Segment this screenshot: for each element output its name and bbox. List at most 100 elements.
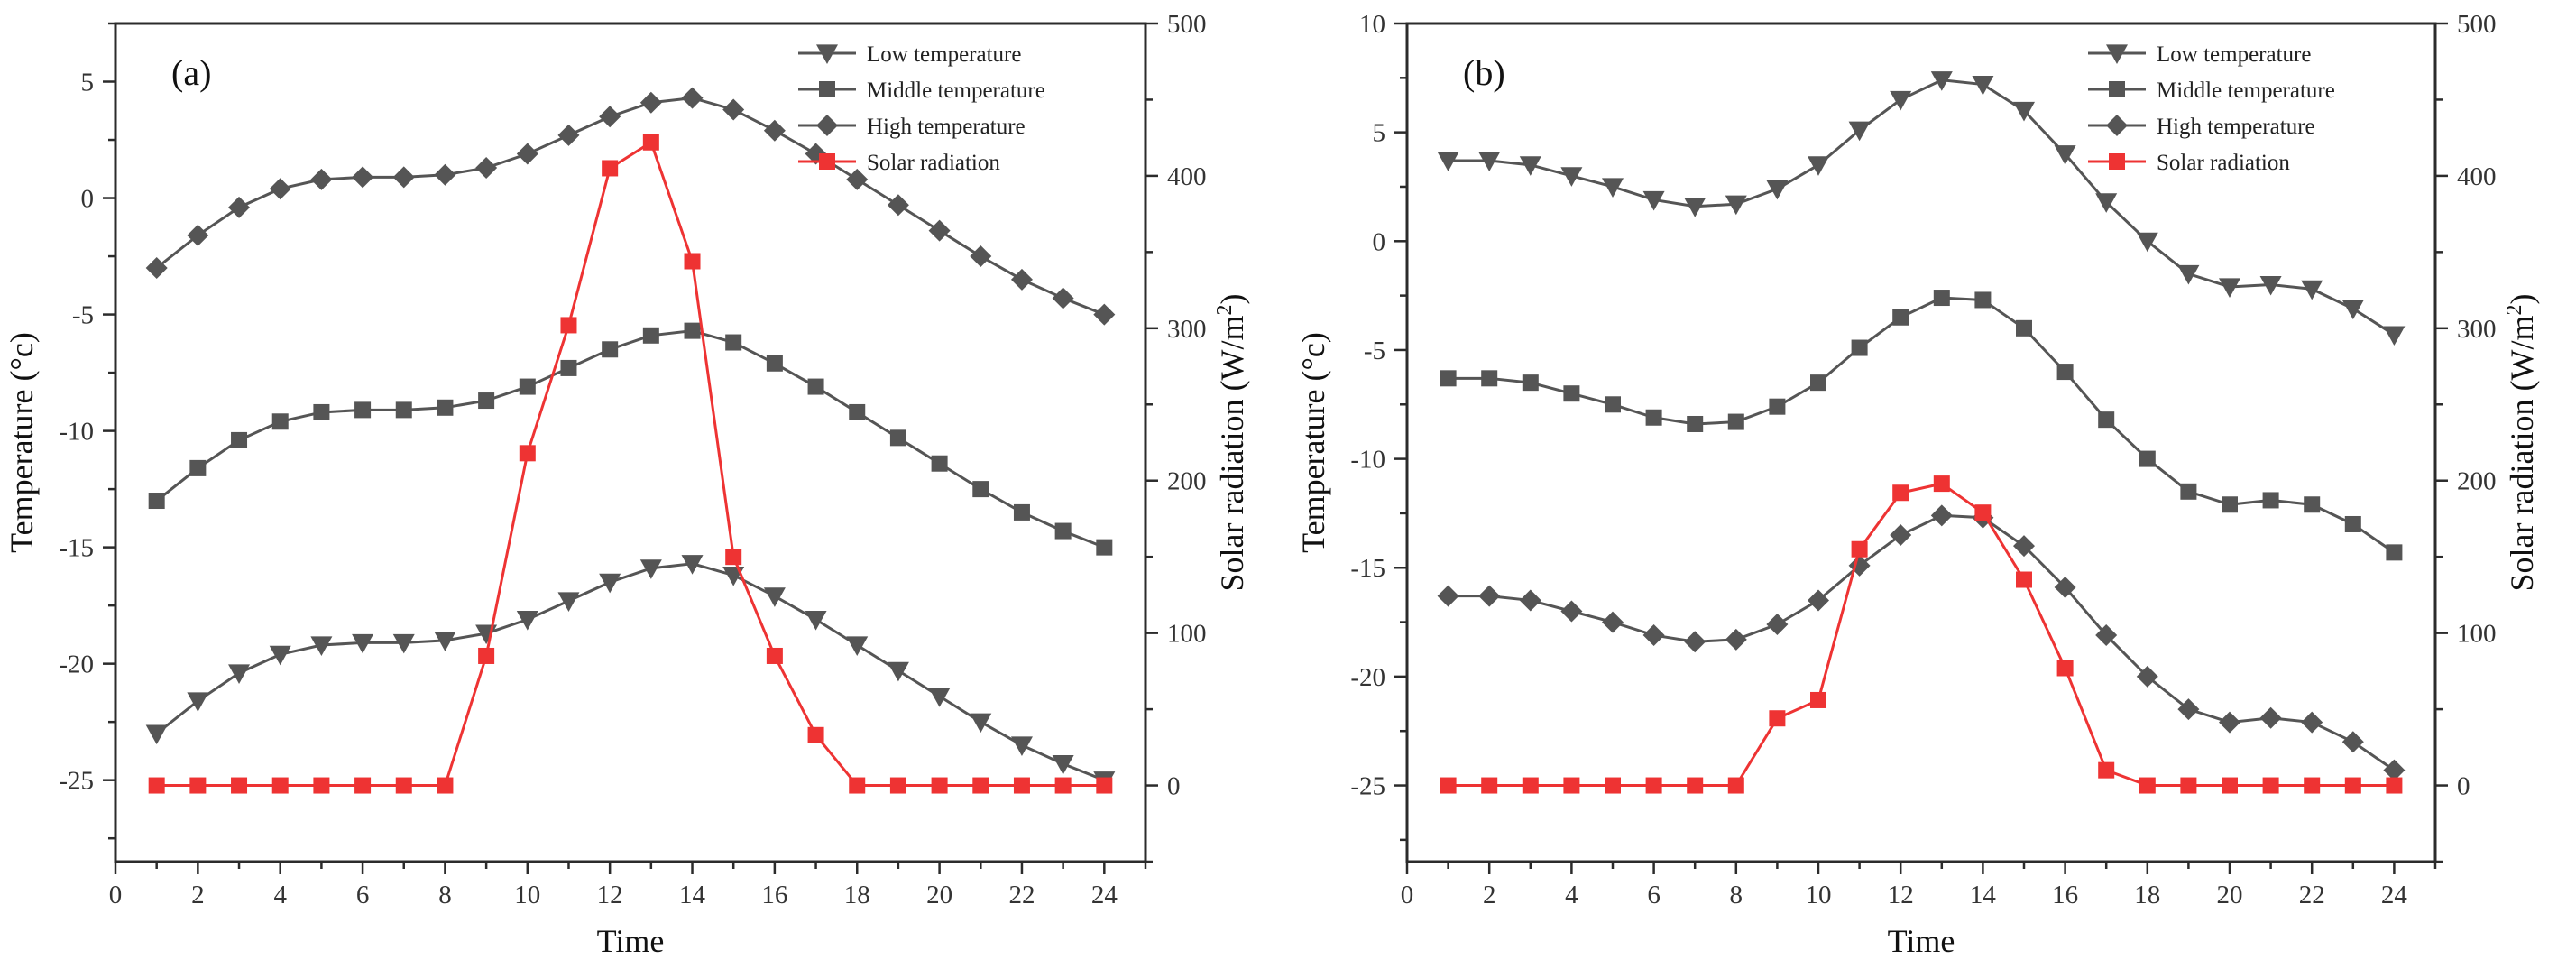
- y-right-tick-label: 200: [1167, 467, 1207, 496]
- legend-label: Low temperature: [2157, 42, 2311, 67]
- data-point: [2259, 706, 2282, 729]
- series-middle-temperature: [148, 322, 1113, 556]
- data-point: [1725, 628, 1747, 651]
- data-point: [1052, 287, 1074, 309]
- legend-entry: Low temperature: [798, 42, 1021, 67]
- panel-b: 0 2 4 6 8 10 12 14 16 18 20 22 24-25-20-15-10-505100…: [1295, 10, 2540, 959]
- data-point: [313, 403, 330, 420]
- data-point: [231, 777, 248, 794]
- data-point: [1478, 585, 1501, 607]
- data-point: [1892, 484, 1909, 502]
- data-point: [1687, 415, 1704, 432]
- data-point: [313, 777, 330, 794]
- y-right-axis-title: Solar radiation (W/m2): [1213, 294, 1250, 592]
- data-point: [434, 632, 456, 651]
- data-point: [145, 724, 168, 745]
- data-point: [1522, 374, 1539, 392]
- data-point: [2386, 777, 2403, 794]
- data-point: [1519, 156, 1541, 176]
- data-point: [766, 647, 783, 664]
- data-point: [392, 633, 415, 654]
- plot-frame: [1405, 22, 2437, 863]
- data-point: [2098, 761, 2115, 779]
- data-point: [1093, 303, 1116, 326]
- legend-entry: Low temperature: [2088, 42, 2311, 67]
- data-point: [1013, 777, 1030, 794]
- data-point: [1933, 475, 1950, 493]
- data-point: [1892, 309, 1909, 326]
- data-point: [269, 178, 291, 200]
- data-point: [1727, 777, 1744, 794]
- x-tick-label: 6: [356, 881, 370, 909]
- series-solar-radiation: [148, 134, 1113, 794]
- data-point: [478, 647, 495, 664]
- data-point: [148, 493, 165, 510]
- x-tick-label: 0: [1401, 881, 1414, 909]
- y-left-tick-label: -5: [72, 301, 94, 330]
- legend-label: Solar radiation: [867, 151, 1000, 175]
- data-point: [189, 459, 207, 476]
- data-point: [1848, 121, 1871, 142]
- data-point: [1890, 524, 1912, 547]
- data-point: [2222, 496, 2238, 513]
- data-point: [310, 636, 333, 657]
- x-tick-label: 6: [1647, 881, 1661, 909]
- data-point: [2139, 450, 2156, 467]
- x-tick-label: 22: [2299, 881, 2325, 909]
- data-point: [271, 777, 289, 794]
- legend-marker: [2106, 44, 2128, 64]
- data-point: [763, 119, 786, 142]
- data-point: [1560, 600, 1583, 623]
- data-point: [1096, 777, 1113, 794]
- series-line: [156, 140, 1105, 788]
- x-tick-label: 8: [438, 881, 452, 909]
- data-point: [681, 87, 704, 109]
- data-point: [1440, 777, 1457, 794]
- y-right-title-main: Solar radiation (W/m: [1214, 316, 1250, 592]
- legend-label: Middle temperature: [2157, 78, 2335, 103]
- series-low-temperature: [145, 555, 1116, 791]
- data-point: [475, 156, 498, 179]
- data-point: [763, 587, 786, 607]
- data-point: [2177, 264, 2200, 285]
- data-point: [478, 392, 495, 410]
- data-point: [2054, 576, 2076, 598]
- data-point: [807, 378, 824, 395]
- data-point: [310, 168, 333, 190]
- data-point: [1727, 413, 1744, 430]
- data-point: [2262, 492, 2279, 509]
- data-point: [1563, 385, 1580, 402]
- x-tick-label: 4: [1565, 881, 1578, 909]
- data-point: [1010, 268, 1033, 291]
- data-point: [1930, 71, 1953, 91]
- data-point: [437, 399, 454, 416]
- y-left-axis-title: Temperature (°c): [4, 332, 40, 553]
- data-point: [849, 403, 866, 420]
- data-point: [2013, 535, 2035, 558]
- y-right-title-end: ): [1214, 294, 1250, 305]
- data-point: [1096, 539, 1113, 556]
- x-tick-label: 0: [109, 881, 123, 909]
- data-point: [2180, 777, 2197, 794]
- data-point: [970, 713, 992, 734]
- panel-label: (b): [1463, 52, 1505, 93]
- y-right-title-main: Solar radiation (W/m: [2504, 316, 2540, 592]
- legend-marker: [816, 115, 838, 136]
- data-point: [1563, 777, 1580, 794]
- data-point: [2139, 777, 2156, 794]
- data-point: [639, 559, 662, 579]
- y-right-tick-label: 500: [1167, 10, 1207, 39]
- legend-marker: [2109, 153, 2125, 170]
- data-point: [1810, 374, 1826, 392]
- data-point: [187, 692, 209, 712]
- data-point: [354, 401, 372, 419]
- data-point: [1645, 777, 1662, 794]
- data-point: [2259, 275, 2282, 296]
- data-point: [231, 431, 248, 448]
- y-right-title-end: ): [2504, 294, 2540, 305]
- data-point: [972, 481, 989, 498]
- data-point: [1725, 195, 1747, 216]
- y-right-tick-label: 300: [2457, 315, 2497, 344]
- data-point: [2341, 731, 2364, 753]
